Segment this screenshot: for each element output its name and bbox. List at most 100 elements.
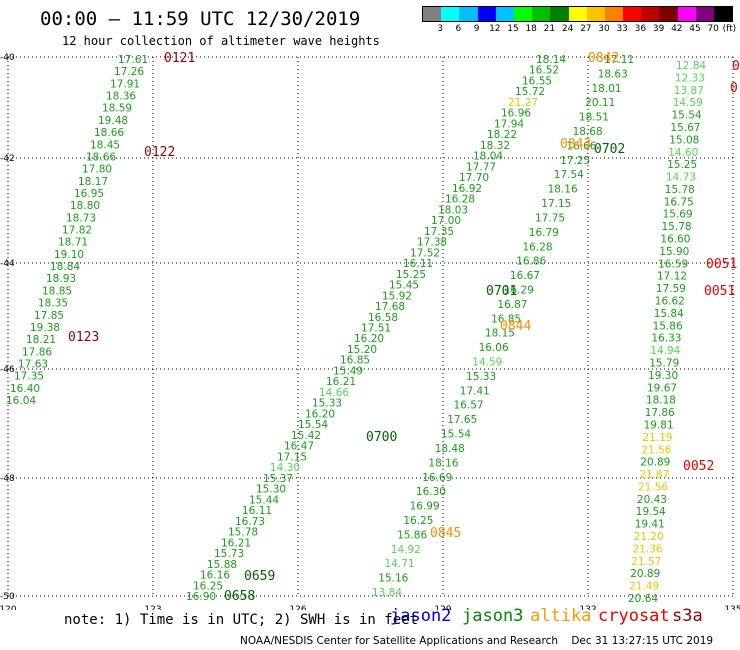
satellite-name-s3a: s3a <box>672 606 703 626</box>
wave-height-value: 18.21 <box>26 334 56 346</box>
wave-height-value: 15.44 <box>249 494 279 506</box>
wave-height-value: 17.91 <box>110 78 140 90</box>
legend-label: 30 <box>598 24 610 34</box>
wave-height-value: 15.37 <box>263 473 293 485</box>
wave-height-value: 16.04 <box>6 395 36 407</box>
legend-label: 3 <box>437 24 444 34</box>
legend-label: 9 <box>473 24 480 34</box>
axis-ticks: 120 123 126 129 132 135 -40 -42 -44 -46 -48 -50 <box>0 53 740 610</box>
wave-height-value: 14.73 <box>666 172 696 184</box>
wave-height-value: 17.94 <box>494 118 524 130</box>
wave-height-value: 20.64 <box>628 593 658 605</box>
wave-height-value: 21.20 <box>634 531 664 543</box>
wave-height-value: 16.73 <box>235 516 265 528</box>
longitude-tick-label: 123 <box>144 605 161 610</box>
wave-height-value: 16.69 <box>422 472 452 484</box>
wave-height-value: 16.28 <box>523 241 553 253</box>
wave-height-value: 15.33 <box>466 371 496 383</box>
wave-height-value: 16.28 <box>445 194 475 206</box>
wave-height-value: 19.38 <box>30 322 60 334</box>
wave-height-value: 17.86 <box>22 346 52 358</box>
wave-height-value: 21.56 <box>638 481 668 493</box>
wave-height-value: 16.29 <box>504 285 534 297</box>
wave-height-value: 16.33 <box>651 333 681 345</box>
latitude-tick-label: -40 <box>0 53 15 63</box>
longitude-tick-label: 126 <box>289 605 306 610</box>
wave-height-value: 12.84 <box>676 60 706 72</box>
wave-height-value: 18.59 <box>102 103 132 115</box>
wave-height-value: 16.25 <box>193 580 223 592</box>
wave-height-value: 19.81 <box>644 420 674 432</box>
wave-height-value: 16.06 <box>479 342 509 354</box>
wave-height-value: 17.85 <box>34 310 64 322</box>
wave-height-value: 16.21 <box>221 537 251 549</box>
wave-height-value: 21.87 <box>639 469 669 481</box>
wave-height-value: 15.54 <box>672 110 702 122</box>
wave-height-value: 17.00 <box>431 215 461 227</box>
wave-height-value: 19.54 <box>636 506 666 518</box>
pass-time-label: 0659 <box>244 569 275 584</box>
wave-height-value: 17.61 <box>118 54 148 66</box>
legend-label: 45 <box>689 24 701 34</box>
longitude-tick-label: 135 <box>724 605 740 610</box>
wave-height-value: 16.47 <box>284 441 314 453</box>
wave-height-value: 16.87 <box>497 299 527 311</box>
legend-label: 70 <box>707 24 719 34</box>
wave-height-value: 18.17 <box>78 176 108 188</box>
wave-height-value: 18.03 <box>438 204 468 216</box>
wave-height-value: 18.15 <box>485 328 515 340</box>
pass-time-label: 0843 <box>560 137 591 152</box>
wave-height-value: 17.68 <box>375 301 405 313</box>
wave-height-value: 15.25 <box>667 159 697 171</box>
legend-label: 18 <box>525 24 537 34</box>
legend-label: 6 <box>455 24 462 34</box>
wave-height-value: 17.15 <box>277 451 307 463</box>
pass-time-label: 0051 <box>704 284 735 299</box>
wave-height-value: 17.35 <box>424 226 454 238</box>
satellite-name-altika: altika <box>530 606 592 626</box>
wave-height-value: 18.71 <box>58 237 88 249</box>
wave-height-value: 15.69 <box>663 209 693 221</box>
wave-height-value: 16.20 <box>354 333 384 345</box>
wave-height-value: 18.32 <box>480 140 510 152</box>
legend-swatch <box>513 7 533 21</box>
wave-height-value: 17.25 <box>560 155 590 167</box>
pass-time-label: 0121 <box>164 51 195 66</box>
wave-height-value: 19.30 <box>648 370 678 382</box>
wave-height-value: 19.10 <box>54 249 84 261</box>
legend-swatch <box>441 7 460 21</box>
legend-swatch <box>459 7 478 21</box>
longitude-tick-label: 120 <box>0 605 17 610</box>
legend-swatch <box>550 7 569 21</box>
wave-height-value: 17.11 <box>604 54 634 66</box>
wave-height-value: 18.16 <box>548 184 578 196</box>
wave-height-value: 16.85 <box>491 313 521 325</box>
wave-height-value: 21.36 <box>633 543 663 555</box>
satellite-name-jason3: jason3 <box>462 606 524 626</box>
pass-time-label: 0 <box>730 81 738 96</box>
legend-swatch <box>604 7 624 21</box>
wave-height-value: 16.99 <box>410 501 440 513</box>
wave-height-value: 17.86 <box>645 407 675 419</box>
wave-height-value: 15.45 <box>389 280 419 292</box>
wave-height-value: 17.77 <box>466 161 496 173</box>
wave-height-value: 21.56 <box>641 444 671 456</box>
wave-height-value: 15.78 <box>228 527 258 539</box>
wave-height-value: 16.52 <box>529 65 559 77</box>
wave-height-value: 15.67 <box>670 122 700 134</box>
wave-height-value: 16.11 <box>242 505 272 517</box>
wave-height-value: 18.66 <box>86 151 116 163</box>
wave-height-value: 14.66 <box>319 387 349 399</box>
wave-height-value: 16.92 <box>452 183 482 195</box>
wave-height-value: 15.92 <box>382 290 412 302</box>
wave-height-value: 18.66 <box>94 127 124 139</box>
wave-height-value: 16.75 <box>664 196 694 208</box>
wave-height-value: 14.59 <box>673 97 703 109</box>
legend-label: 12 <box>489 24 501 34</box>
wave-height-value: 16.58 <box>368 312 398 324</box>
wave-height-value: 15.54 <box>441 429 471 441</box>
wave-height-value: 18.80 <box>70 200 100 212</box>
wave-height-value: 18.63 <box>598 68 628 80</box>
wave-height-value: 16.16 <box>200 570 230 582</box>
wave-height-value: 15.78 <box>662 221 692 233</box>
